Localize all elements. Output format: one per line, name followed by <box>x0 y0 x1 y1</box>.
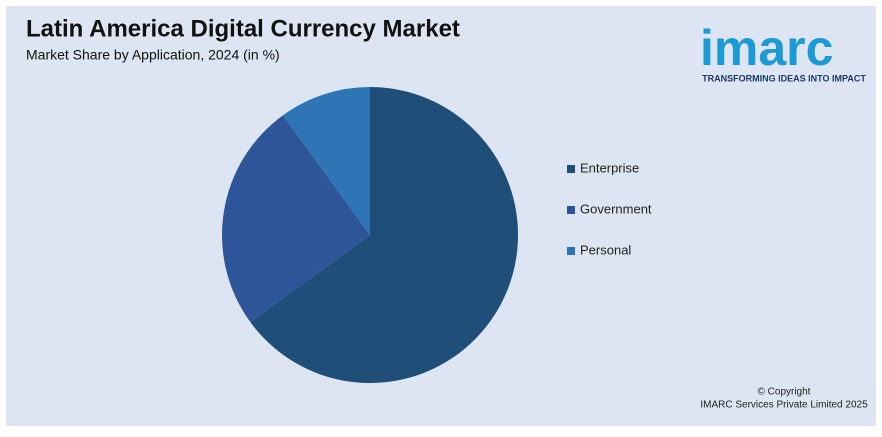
copyright: © Copyright <box>758 387 811 398</box>
chart-title: Latin America Digital Currency Market <box>26 15 460 42</box>
pie-slice <box>221 115 370 322</box>
pie-slice <box>283 87 370 235</box>
legend-label: Government <box>580 201 652 216</box>
legend: Enterprise Government Personal <box>567 160 652 257</box>
logo-name: imarc <box>700 20 833 76</box>
legend-label: Enterprise <box>580 160 639 175</box>
pie-slice <box>250 87 518 384</box>
legend-swatch <box>567 165 575 173</box>
legend-label: Personal <box>580 242 631 257</box>
chart-subtitle: Market Share by Application, 2024 (in %) <box>26 47 280 63</box>
pie <box>221 87 518 384</box>
legend-swatch <box>567 247 575 255</box>
copyright-owner: IMARC Services Private Limited 2025 <box>700 400 868 411</box>
legend-swatch <box>567 206 575 214</box>
logo-tagline: TRANSFORMING IDEAS INTO IMPACT <box>702 73 866 83</box>
